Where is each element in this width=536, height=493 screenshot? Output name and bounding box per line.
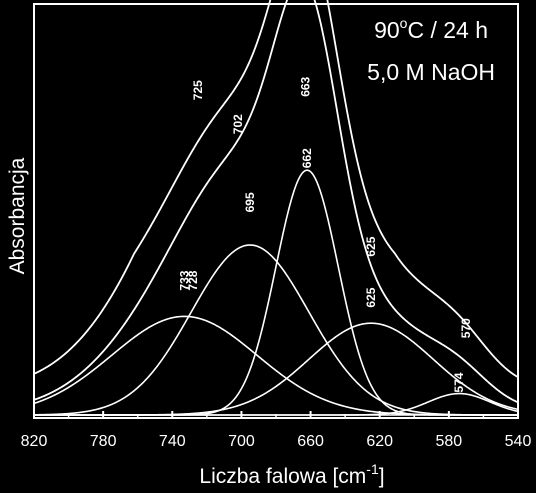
peak-label-625: 625: [364, 236, 378, 256]
series-measured-spectrum: [33, 0, 519, 378]
x-tick-label-820: 820: [21, 433, 48, 450]
series-component-695: [33, 244, 518, 416]
x-axis-label-main: Liczba falowa [cm: [199, 465, 366, 488]
x-tick-label-540: 540: [505, 433, 532, 450]
x-tick-label-780: 780: [90, 433, 117, 450]
annotation-concentration: 5,0 M NaOH: [367, 59, 495, 85]
series-fitted-sum: [33, 0, 519, 404]
x-tick-label-740: 740: [159, 433, 186, 450]
x-tick-label-580: 580: [436, 433, 463, 450]
peak-label-570: 570: [459, 318, 473, 338]
series-component-574: [34, 392, 519, 416]
annotation-temp-rest: C / 24 h: [407, 17, 488, 43]
series-component-733: [33, 315, 518, 416]
peak-label-662: 662: [300, 148, 314, 168]
x-tick-label-700: 700: [228, 433, 255, 450]
x-ticks-group: 820 780 740 700 660 620 580 540: [21, 411, 532, 450]
x-tick-label-620: 620: [366, 433, 393, 450]
peak-label-574: 574: [452, 372, 466, 392]
x-tick-label-660: 660: [297, 433, 324, 450]
curves-group: [33, 0, 519, 416]
x-axis-label: Liczba falowa [cm-1]: [199, 461, 384, 488]
x-axis-label-suffix: ]: [379, 465, 385, 488]
peak-label-728: 728: [186, 270, 200, 290]
series-component-662: [34, 169, 518, 416]
peak-label-733: 733: [177, 270, 191, 290]
series-component-625: [34, 322, 519, 416]
y-axis-label: Absorbancja: [6, 157, 29, 274]
peak-label-695: 695: [243, 192, 257, 212]
annotation-temp-value: 90: [374, 17, 400, 43]
annotation-temperature-time: 90oC / 24 h: [374, 15, 488, 43]
peak-label-702: 702: [231, 114, 245, 134]
peak-label-725: 725: [191, 80, 205, 100]
peak-label-625: 625: [364, 287, 378, 307]
x-axis-label-sup: -1: [366, 461, 379, 477]
annotation-degree-sup: o: [400, 15, 408, 31]
peak-label-663: 663: [298, 76, 312, 96]
